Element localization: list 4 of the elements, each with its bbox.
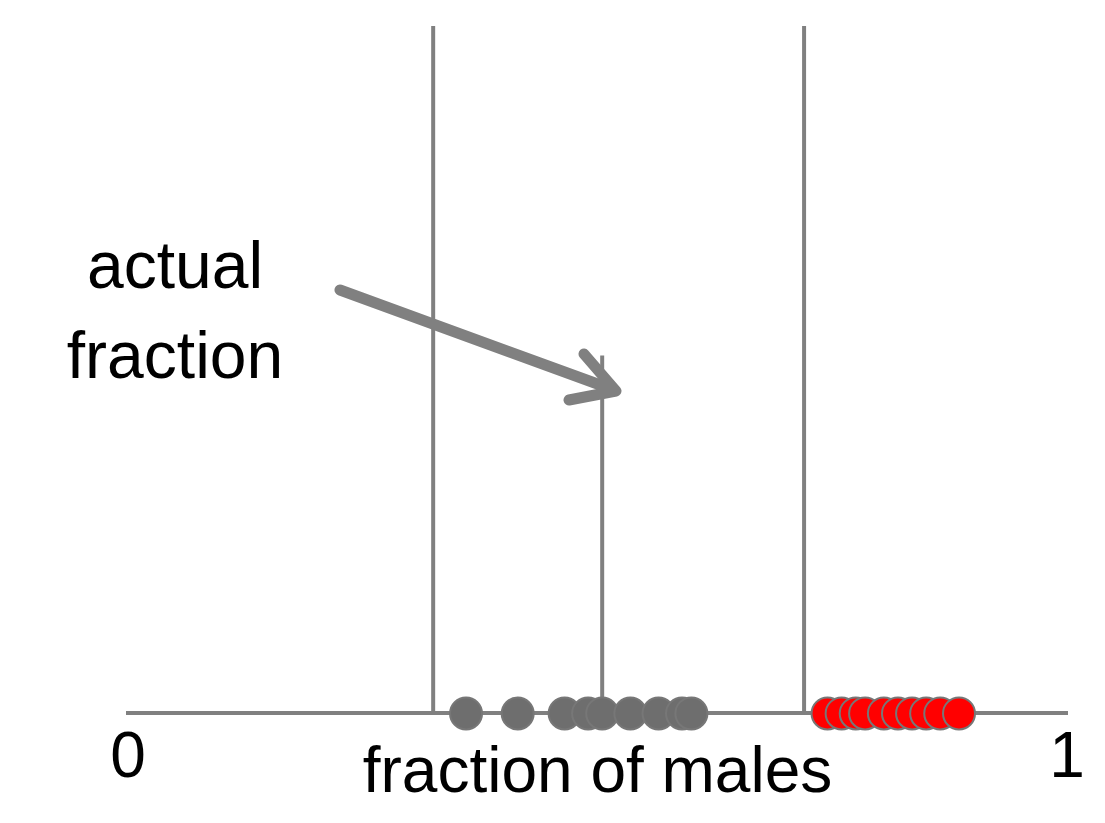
x-tick-label: 0 <box>110 719 146 792</box>
x-tick-label: 1 <box>1049 719 1085 792</box>
x-axis-title: fraction of males <box>362 734 833 807</box>
annotation: actual fraction <box>66 228 284 393</box>
